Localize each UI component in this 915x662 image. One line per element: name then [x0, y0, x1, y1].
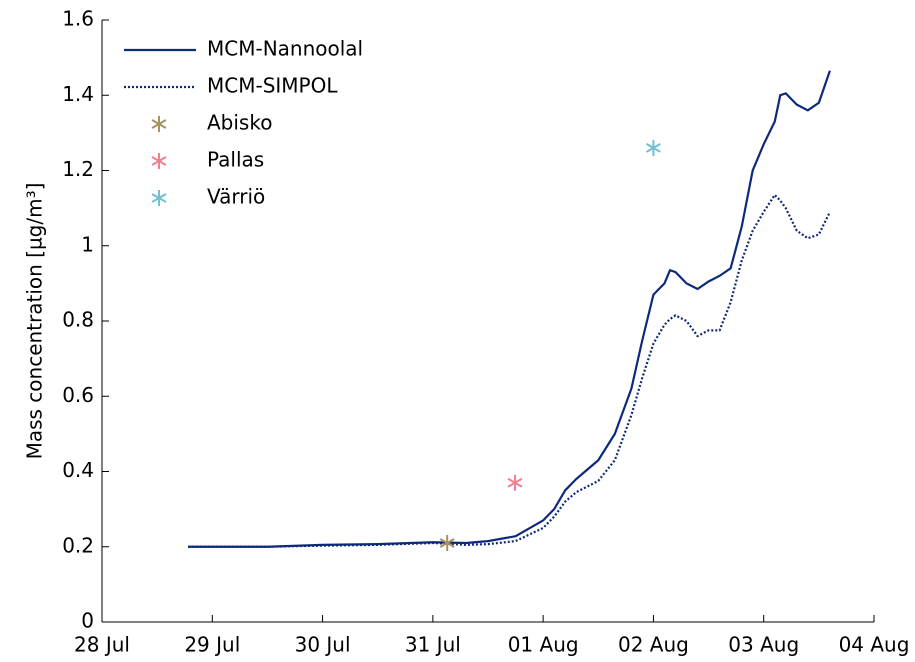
series-line — [188, 70, 831, 548]
y-tick-label: 1.2 — [62, 157, 94, 181]
star-stroke — [151, 193, 167, 203]
star-stroke — [439, 538, 455, 548]
y-axis-label: Mass concentration [µg/m³] — [23, 183, 47, 460]
star-marker — [439, 534, 455, 551]
star-stroke — [151, 119, 167, 129]
x-tick-label: 01 Aug — [508, 633, 579, 657]
y-tick-label: 1 — [81, 232, 94, 256]
star-stroke — [507, 477, 523, 488]
x-tick-label: 02 Aug — [618, 633, 689, 657]
y-tick-label: 1.4 — [62, 82, 94, 106]
x-tick-label: 04 Aug — [839, 633, 910, 657]
x-tick-label: 30 Jul — [295, 633, 351, 657]
x-tick-label: 31 Jul — [405, 633, 461, 657]
y-tick-label: 0.4 — [62, 458, 94, 482]
series-line — [188, 193, 831, 548]
star-marker — [646, 139, 661, 156]
legend-label: Värriö — [207, 185, 265, 209]
legend-label: MCM-SIMPOL — [207, 74, 338, 98]
x-tick-label: 03 Aug — [728, 633, 799, 657]
legend-label: Pallas — [207, 148, 264, 172]
legend-marker — [151, 190, 167, 206]
legend-label: MCM-Nannoolal — [207, 37, 363, 61]
x-tick-label: 28 Jul — [74, 633, 130, 657]
star-marker — [507, 474, 523, 491]
y-tick-label: 0.2 — [62, 533, 94, 557]
legend-label: Abisko — [207, 111, 272, 135]
star-stroke — [151, 156, 167, 166]
legend-marker — [151, 153, 167, 169]
y-tick-label: 0.6 — [62, 383, 94, 407]
legend-marker — [151, 116, 167, 132]
x-tick-label: 29 Jul — [184, 633, 240, 657]
y-tick-label: 0 — [81, 609, 94, 633]
star-stroke — [646, 143, 661, 153]
y-tick-label: 0.8 — [62, 308, 94, 332]
y-tick-label: 1.6 — [62, 7, 94, 31]
